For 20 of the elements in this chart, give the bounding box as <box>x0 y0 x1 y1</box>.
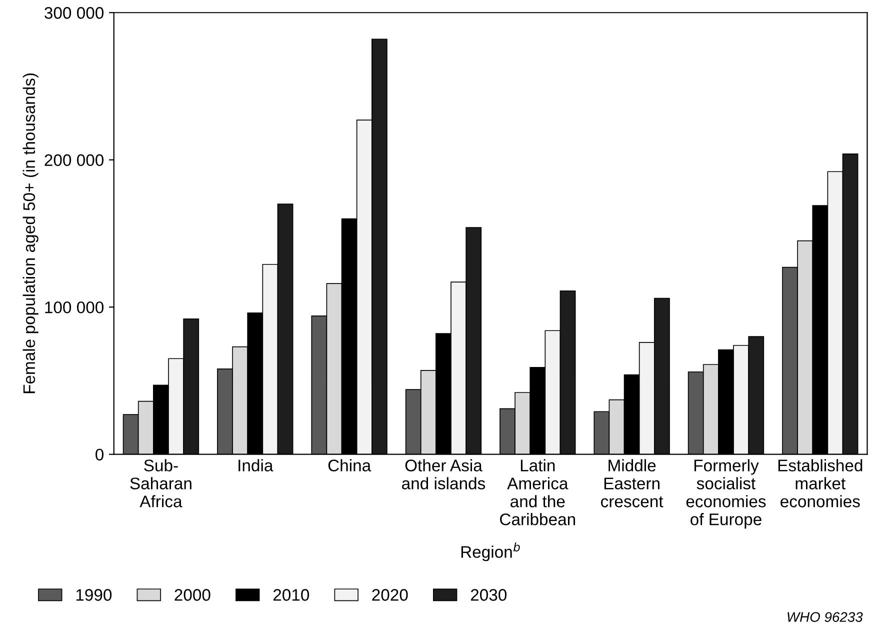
x-axis-title: Region$^{b}$ <box>461 542 520 562</box>
y-tick-label: 300 000 <box>44 7 104 19</box>
x-tick-label: China <box>328 459 372 472</box>
legend-label: 2030 <box>470 589 507 601</box>
legend-label: 1990 <box>76 589 112 601</box>
y-axis-title: Female population aged 50+ (in thousands) <box>22 74 38 394</box>
y-tick-label: 200 000 <box>44 154 104 166</box>
legend-label: 2020 <box>372 589 408 601</box>
x-tick-label: Formerly socialist economies of Europe <box>686 459 766 529</box>
x-tick-label: Latin America and the Caribbean <box>500 459 576 526</box>
x-tick-label: India <box>238 459 274 472</box>
y-tick-label: 0 <box>96 448 104 461</box>
x-tick-label: Sub- Saharan Africa <box>130 459 192 508</box>
legend-label: 2000 <box>174 589 210 601</box>
x-tick-label: Middle Eastern crescent <box>601 459 664 508</box>
legend-label: 2010 <box>273 589 310 601</box>
y-tick-label: 100 000 <box>45 301 104 314</box>
x-tick-label: Other Asia and islands <box>402 459 486 490</box>
x-tick-label: Established market economies <box>778 459 862 508</box>
text: WHO 96233 <box>788 612 863 622</box>
